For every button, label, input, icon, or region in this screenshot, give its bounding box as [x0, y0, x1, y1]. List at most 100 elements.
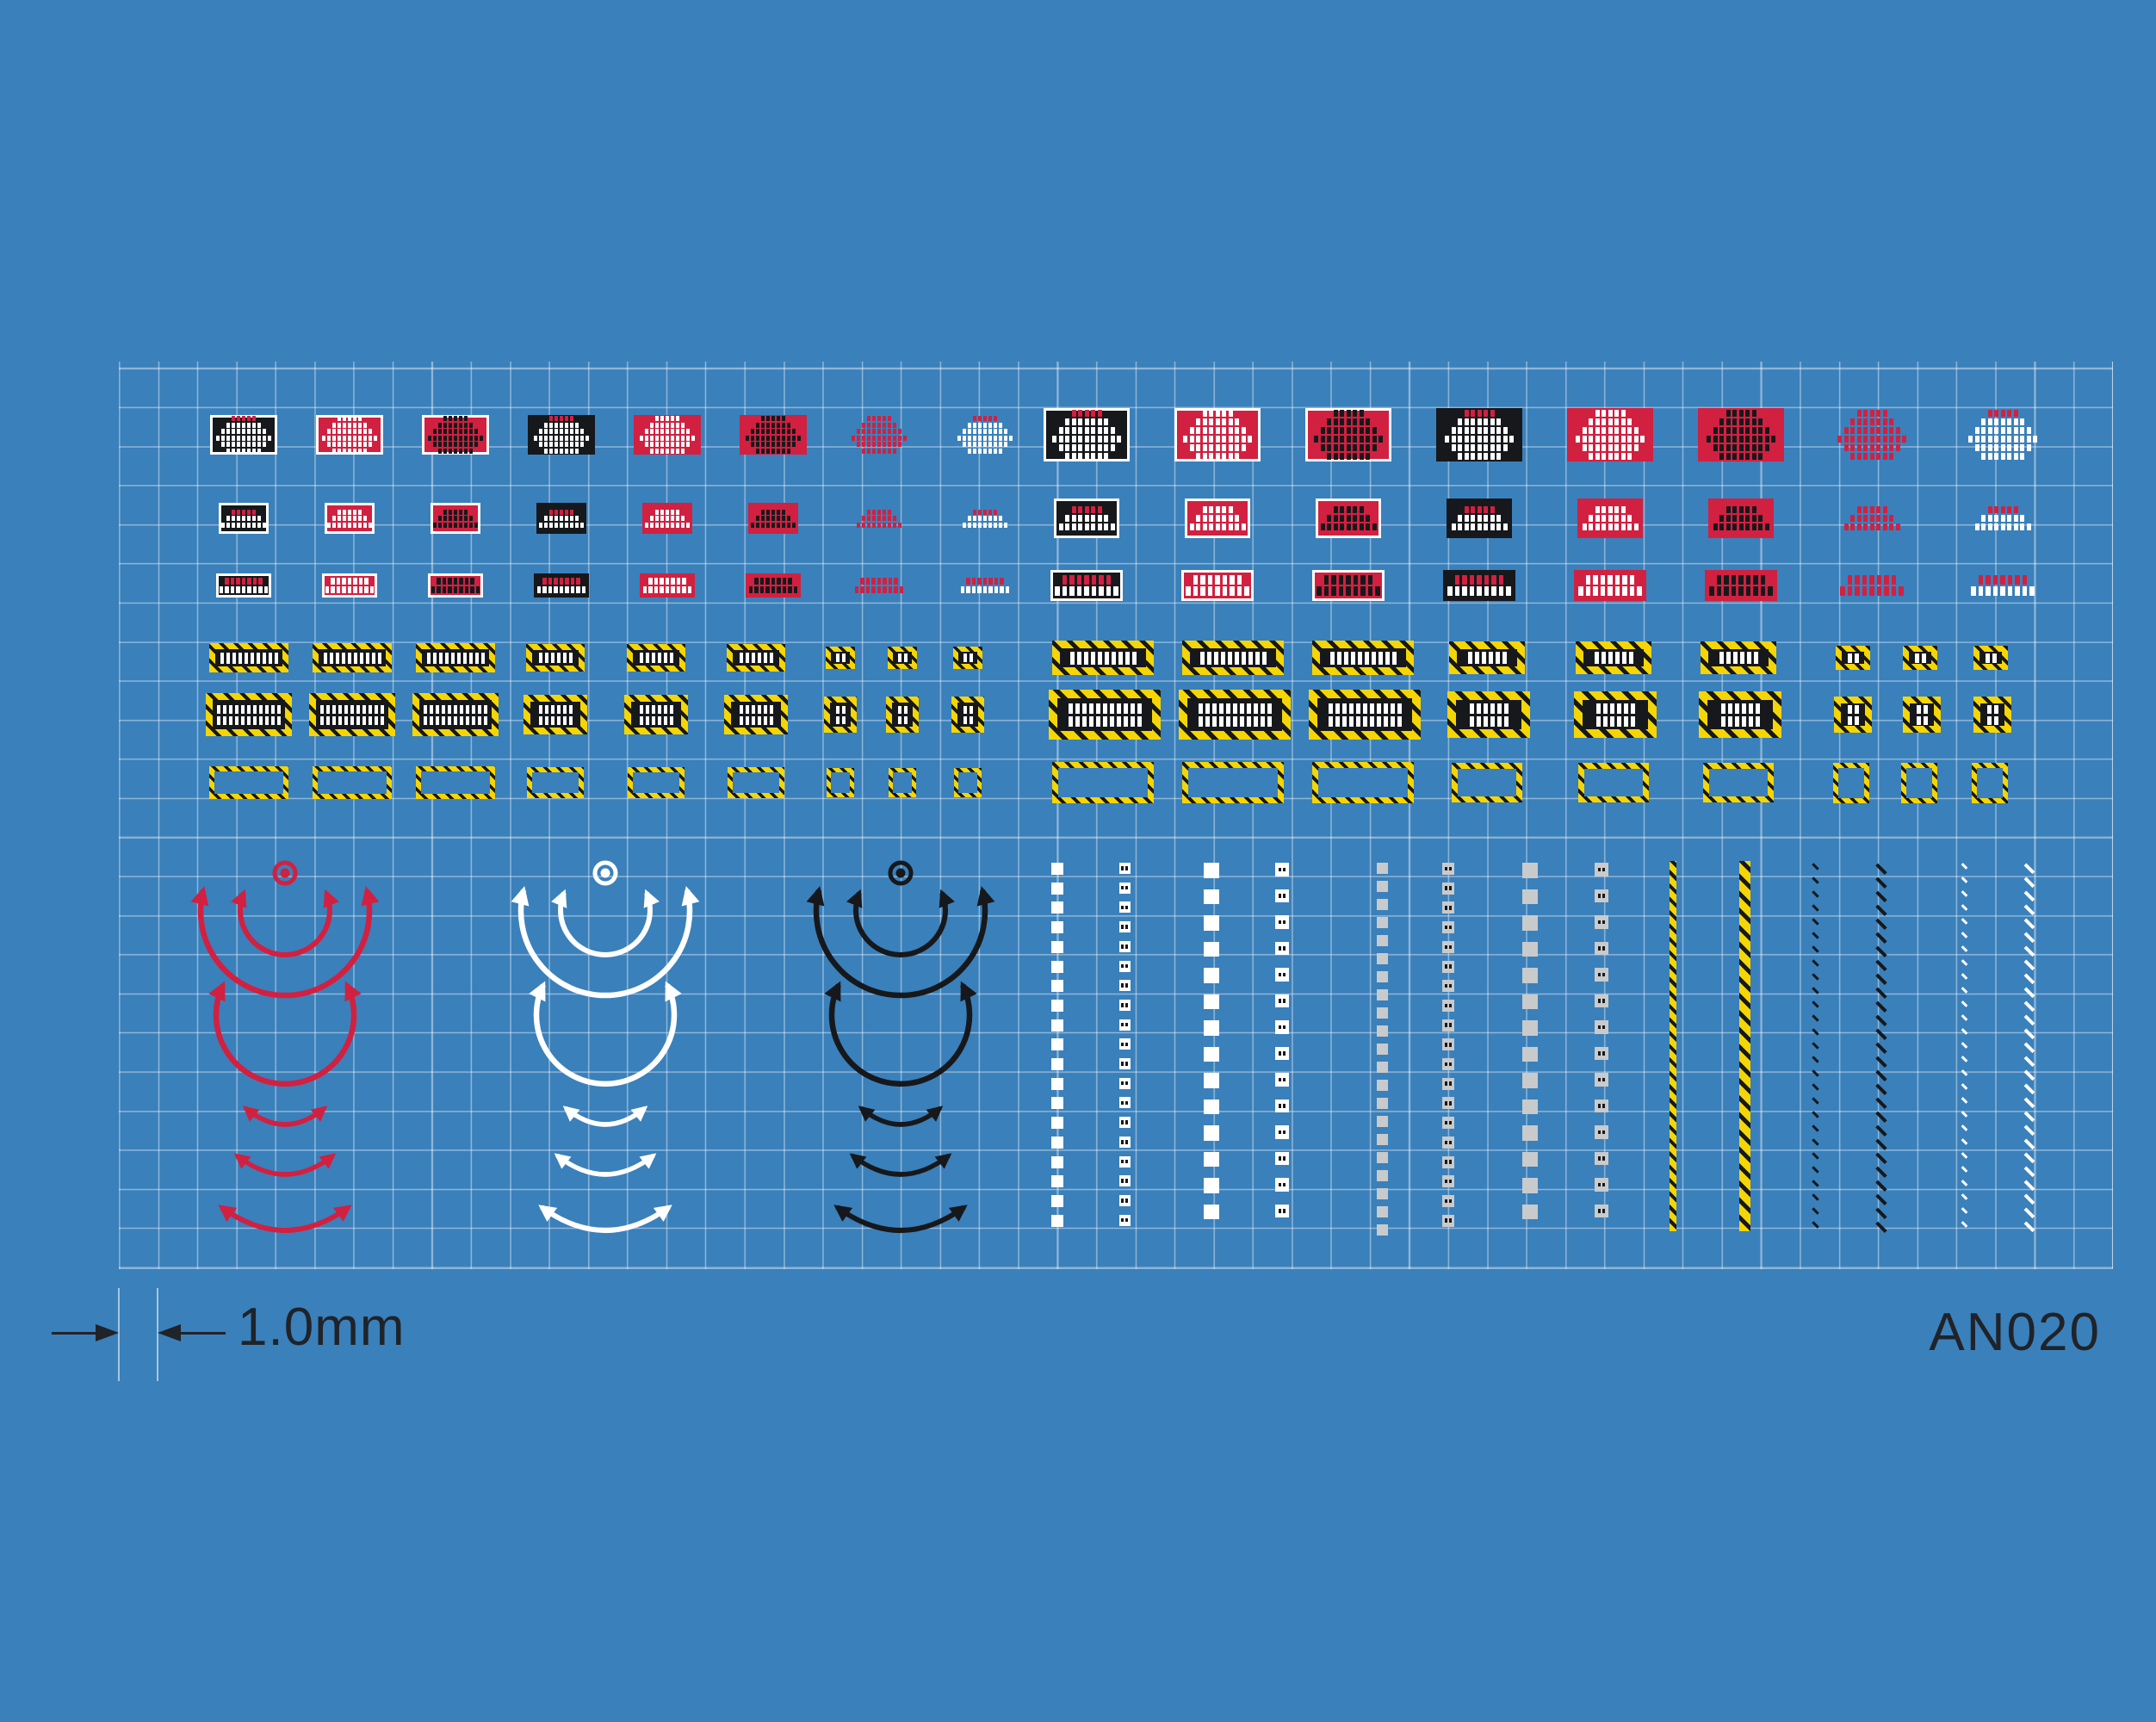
dot: [1600, 574, 1606, 585]
dot: [549, 522, 553, 528]
dot: [232, 422, 235, 428]
strip-square-dot: [1445, 1003, 1447, 1008]
hazard-frame-interior: [1979, 652, 2002, 664]
dot: [883, 422, 886, 428]
dot: [2013, 418, 2018, 425]
dot: [650, 442, 654, 448]
hazard-slot: [350, 715, 354, 725]
dot: [1585, 586, 1591, 597]
hazard-slot: [1847, 653, 1852, 663]
dot: [982, 578, 988, 585]
dot: [1196, 427, 1200, 434]
hazard-slot: [963, 653, 967, 662]
dot: [257, 522, 261, 528]
dot-cluster-row: [1320, 523, 1377, 530]
dot: [1078, 418, 1082, 425]
dot: [2020, 523, 2024, 530]
dot: [1451, 436, 1456, 443]
dot-cluster: [1971, 574, 2035, 597]
dot: [654, 586, 659, 593]
strip-square-dot: [1279, 999, 1281, 1003]
strip-square-dot: [1125, 1003, 1128, 1007]
strip-square-dot: [1598, 1077, 1601, 1081]
dot: [1850, 427, 1855, 434]
dot-cluster-row: [1464, 506, 1495, 513]
dot: [1627, 427, 1632, 434]
dot: [1469, 574, 1475, 585]
dot: [655, 448, 659, 454]
dot: [771, 435, 775, 441]
strip-square-dot: [1602, 1130, 1605, 1134]
dot-cluster-row: [1856, 506, 1887, 513]
dot: [1104, 453, 1108, 460]
dot: [1856, 418, 1862, 425]
dot-cluster-row: [852, 435, 907, 441]
dot: [999, 442, 1002, 448]
dot: [766, 429, 770, 435]
dot: [1215, 574, 1220, 585]
dot: [1974, 436, 1979, 443]
scale-arrow-left-icon: [158, 1324, 181, 1341]
strip-square-dot: [1445, 945, 1447, 950]
dot: [449, 448, 452, 454]
dot: [756, 516, 759, 521]
dot: [999, 422, 1002, 428]
dot: [1863, 506, 1868, 513]
dot: [1994, 515, 1998, 522]
dot: [903, 435, 907, 441]
dot: [539, 522, 542, 528]
dot: [570, 509, 573, 515]
hazard-slot: [454, 715, 457, 725]
hazard-outline-decal: [1452, 763, 1522, 802]
hazard-slot: [645, 715, 649, 725]
dot: [994, 429, 997, 435]
dot: [1228, 436, 1233, 443]
strip-square: [1275, 1020, 1289, 1034]
hazard-frame-interior: [631, 702, 681, 728]
dot-matrix-decal: [1567, 408, 1653, 461]
strip-square-dot: [1279, 946, 1281, 951]
dot: [893, 516, 896, 521]
dot: [565, 448, 568, 454]
hazard-frame-interior: [733, 650, 779, 666]
dot: [1215, 410, 1220, 417]
strip-square: [1204, 915, 1219, 931]
dot-cluster-row: [1585, 574, 1635, 585]
hazard-slot: [1267, 703, 1272, 714]
dot: [1622, 586, 1627, 597]
hazard-slot: [274, 652, 278, 664]
dot-cluster-row: [1582, 427, 1639, 434]
hazard-outline-decal: [1833, 762, 1869, 803]
strip-square: [1051, 1214, 1063, 1227]
strip-square: [1204, 968, 1219, 983]
dot: [1228, 418, 1233, 425]
dot: [1850, 418, 1855, 425]
dot: [1235, 436, 1239, 443]
hazard-slot: [478, 704, 481, 714]
dot: [2026, 444, 2031, 451]
dot: [454, 516, 457, 521]
dot: [666, 448, 669, 454]
dot: [988, 522, 992, 528]
dot-cluster-row: [1974, 427, 2031, 434]
hazard-outline-decal: [416, 766, 495, 799]
strip-square-dot: [1283, 1104, 1286, 1108]
dot: [973, 416, 976, 422]
dot: [792, 429, 796, 435]
hazard-slot: [538, 704, 542, 714]
dot: [443, 509, 447, 515]
dot: [454, 429, 457, 435]
dot: [1091, 523, 1095, 530]
dot: [1731, 574, 1737, 585]
dot-cluster-row: [1458, 515, 1501, 522]
strip-square: [1204, 1151, 1219, 1167]
dot: [872, 522, 876, 528]
dot: [782, 416, 785, 422]
dot: [681, 435, 685, 441]
dot-cluster-row: [1709, 586, 1773, 597]
dot: [1241, 444, 1246, 451]
hazard-slot: [1916, 715, 1921, 725]
dot: [2026, 427, 2031, 434]
dot-cluster-row: [437, 578, 474, 585]
hazard-slot: [1102, 715, 1107, 727]
